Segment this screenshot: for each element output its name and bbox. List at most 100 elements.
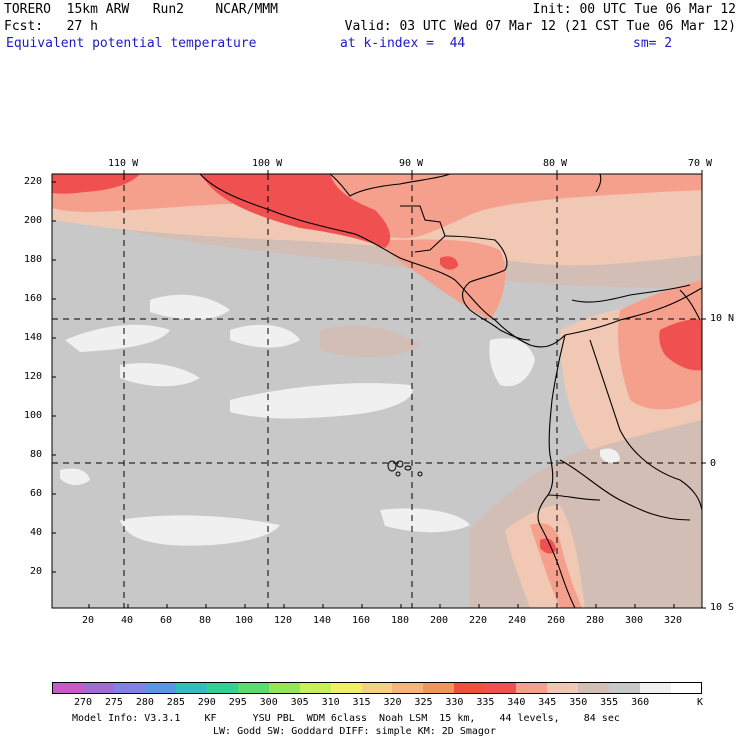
x-tick-label: 180 <box>391 615 410 626</box>
colorbar-label: 280 <box>135 697 154 708</box>
physics-info-line: LW: Godd SW: Goddard DIFF: simple KM: 2D… <box>213 726 496 737</box>
colorbar-swatch <box>82 682 115 694</box>
colorbar-label: 350 <box>569 697 588 708</box>
header-init-time: Init: 00 UTC Tue 06 Mar 12 <box>532 2 737 17</box>
colorbar-label: 270 <box>73 697 92 708</box>
colorbar-frame <box>52 682 702 694</box>
x-tick-label: 80 <box>199 615 212 626</box>
colorbar-label: 275 <box>104 697 123 708</box>
colorbar-unit: K <box>697 697 704 708</box>
field-330-mexico-south <box>200 174 391 248</box>
field-level: at k-index = 44 <box>340 36 466 51</box>
colorbar-swatch <box>52 682 84 694</box>
x-tick-label: 120 <box>274 615 293 626</box>
field-name: Equivalent potential temperature <box>6 36 257 51</box>
axis-ticks <box>52 170 706 609</box>
x-tick-label: 300 <box>625 615 644 626</box>
field-330-guatemala <box>440 256 458 270</box>
field-smoothing: sm= 2 <box>633 36 673 51</box>
header-model-run: TORERO 15km ARW Run2 NCAR/MMM <box>4 2 278 17</box>
colorbar-swatch <box>640 682 672 694</box>
colorbar-label: 315 <box>352 697 371 708</box>
colorbar-label: 330 <box>445 697 464 708</box>
y-tick-label: 140 <box>24 332 43 343</box>
x-tick-label: 240 <box>508 615 527 626</box>
galapagos-islands <box>387 460 423 477</box>
lon-label-70w: 70 W <box>688 158 713 169</box>
field-330-venezuela <box>659 319 702 371</box>
x-tick-label: 220 <box>469 615 488 626</box>
y-tick-label: 120 <box>24 371 43 382</box>
colorbar-label: 345 <box>538 697 557 708</box>
colorbar-label: 285 <box>166 697 185 708</box>
lat-label-10n: 10 N <box>710 313 735 324</box>
colorbar-swatch <box>609 682 641 694</box>
colorbar-swatch <box>547 682 579 694</box>
colorbar-label: 310 <box>321 697 340 708</box>
map-field <box>52 174 702 608</box>
colorbar-label: 355 <box>600 697 619 708</box>
colorbar-swatch <box>423 682 455 694</box>
colorbar-swatch <box>113 682 146 694</box>
field-335-venezuela <box>618 280 702 410</box>
x-tick-label: 260 <box>547 615 566 626</box>
lat-lon-grid <box>52 174 702 608</box>
colorbar-swatch <box>361 682 393 694</box>
colorbar-label: 335 <box>476 697 495 708</box>
header-forecast-hour: Fcst: 27 h <box>4 19 98 34</box>
colorbar-swatch <box>144 682 177 694</box>
y-tick-label: 180 <box>24 254 43 265</box>
field-330-pacific-mexico <box>52 174 140 194</box>
x-tick-label: 100 <box>235 615 254 626</box>
x-tick-label: 20 <box>82 615 95 626</box>
colorbar-label: 290 <box>197 697 216 708</box>
lat-label-0: 0 <box>710 458 717 469</box>
y-tick-label: 220 <box>24 176 43 187</box>
lon-label-100w: 100 W <box>252 158 283 169</box>
colorbar-swatch <box>330 682 362 694</box>
model-info-line: Model Info: V3.3.1 KF YSU PBL WDM 6class… <box>72 713 620 724</box>
colorbar-swatch <box>454 682 486 694</box>
colorbar-label: 340 <box>507 697 526 708</box>
lon-label-90w: 90 W <box>399 158 424 169</box>
field-345-blob-mid <box>320 325 420 357</box>
x-tick-label: 280 <box>586 615 605 626</box>
field-355-patches <box>60 294 620 546</box>
header-valid-time: Valid: 03 UTC Wed 07 Mar 12 (21 CST Tue … <box>344 19 736 34</box>
colorbar-label: 295 <box>228 697 247 708</box>
colorbar-swatch <box>485 682 517 694</box>
y-tick-label: 60 <box>30 488 43 499</box>
colorbar-swatch <box>237 682 270 694</box>
colorbar-swatch <box>299 682 332 694</box>
colorbar-label: 325 <box>414 697 433 708</box>
colorbar-swatch <box>671 682 703 694</box>
lat-label-10s: 10 S <box>710 602 735 613</box>
y-tick-label: 100 <box>24 410 43 421</box>
colorbar-label: 320 <box>383 697 402 708</box>
colorbar-swatch <box>578 682 610 694</box>
x-tick-label: 140 <box>313 615 332 626</box>
colorbar-swatch <box>206 682 239 694</box>
colorbar-swatch <box>175 682 208 694</box>
x-tick-label: 320 <box>664 615 683 626</box>
x-tick-label: 60 <box>160 615 173 626</box>
x-tick-label: 160 <box>352 615 371 626</box>
x-tick-label: 40 <box>121 615 134 626</box>
colorbar-label: 305 <box>290 697 309 708</box>
colorbar-label: 360 <box>631 697 650 708</box>
colorbar-swatch <box>516 682 548 694</box>
coastlines <box>199 174 702 608</box>
y-tick-label: 160 <box>24 293 43 304</box>
y-tick-label: 40 <box>30 527 43 538</box>
lon-label-80w: 80 W <box>543 158 568 169</box>
colorbar-swatch <box>392 682 424 694</box>
colorbar-label: 300 <box>259 697 278 708</box>
y-tick-label: 20 <box>30 566 43 577</box>
x-tick-label: 200 <box>430 615 449 626</box>
y-tick-label: 200 <box>24 215 43 226</box>
y-tick-label: 80 <box>30 449 43 460</box>
colorbar-swatch <box>268 682 301 694</box>
lon-label-110w: 110 W <box>108 158 139 169</box>
map-frame <box>51 173 703 609</box>
